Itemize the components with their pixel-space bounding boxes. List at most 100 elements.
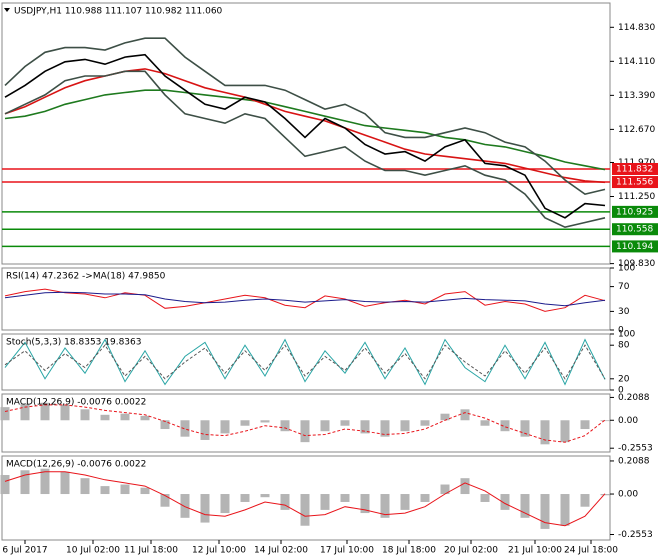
histogram-bar xyxy=(360,494,370,514)
panel-title: MACD(12,26,9) -0.0076 0.0022 xyxy=(6,460,146,470)
series-line xyxy=(4,404,606,443)
histogram-bar xyxy=(0,407,10,421)
histogram-bar xyxy=(400,420,410,432)
histogram-bar xyxy=(340,494,350,502)
histogram-bar xyxy=(580,420,590,430)
histogram-bar xyxy=(480,494,490,502)
histogram-bar xyxy=(200,420,210,440)
y-tick-label: 111.970 xyxy=(618,158,655,168)
histogram-bar xyxy=(500,420,510,432)
x-tick-label: 14 Jul 02:00 xyxy=(254,546,308,556)
y-tick-label: 20 xyxy=(618,374,630,384)
x-tick-label: 20 Jul 02:00 xyxy=(444,546,498,556)
y-tick-label: 70 xyxy=(618,282,630,292)
panel-frame xyxy=(1,393,611,453)
histogram-bar xyxy=(340,420,350,426)
histogram-bar xyxy=(20,403,30,421)
histogram-bar xyxy=(220,494,230,514)
y-tick-label: 111.250 xyxy=(618,192,655,202)
x-tick-label: 17 Jul 10:00 xyxy=(320,546,374,556)
level-label-box xyxy=(612,223,658,236)
x-tick-label: 18 Jul 18:00 xyxy=(382,546,436,556)
histogram-bar xyxy=(120,484,130,495)
level-label: 111.832 xyxy=(616,164,653,174)
histogram-bar xyxy=(100,486,110,495)
histogram-bar xyxy=(60,471,70,495)
level-label: 110.925 xyxy=(616,207,653,217)
level-label-box xyxy=(612,205,658,218)
histogram-bar xyxy=(380,494,390,518)
histogram-bar xyxy=(260,420,270,423)
histogram-bar xyxy=(60,404,70,421)
y-tick-label: 112.670 xyxy=(618,125,655,135)
level-label-box xyxy=(612,240,658,253)
histogram-bar xyxy=(320,420,330,432)
histogram-bar xyxy=(0,475,10,495)
histogram-bar xyxy=(40,402,50,421)
series-line xyxy=(4,338,606,386)
y-tick-label: 113.390 xyxy=(618,91,655,101)
level-label: 111.556 xyxy=(616,178,653,188)
histogram-bar xyxy=(280,420,290,432)
series-line xyxy=(4,70,606,229)
histogram-bar xyxy=(580,494,590,507)
histogram-bar xyxy=(460,409,470,421)
panel-frame xyxy=(1,455,611,541)
y-tick-label: 0 xyxy=(618,386,624,396)
histogram-bar xyxy=(420,420,430,426)
histogram-bar xyxy=(240,494,250,502)
histogram-bar xyxy=(360,420,370,434)
histogram-bar xyxy=(140,487,150,495)
symbol-arrow xyxy=(4,8,10,12)
series-line xyxy=(4,37,606,195)
y-tick-label: 0.00 xyxy=(618,490,638,500)
histogram-bar xyxy=(180,494,190,518)
y-tick-label: 0.2088 xyxy=(618,393,650,403)
histogram-bar xyxy=(200,494,210,523)
panel-frame xyxy=(1,2,611,265)
panel-title: Stoch(5,3,3) 18.8353 19.8363 xyxy=(6,338,141,348)
histogram-bar xyxy=(240,420,250,426)
histogram-bar xyxy=(100,414,110,421)
histogram-bar xyxy=(320,494,330,510)
histogram-bar xyxy=(540,420,550,445)
panel-frame xyxy=(1,267,611,331)
x-tick-label: 6 Jul 2017 xyxy=(2,546,47,556)
y-tick-label: 0.2088 xyxy=(618,456,650,466)
series-line xyxy=(4,291,606,307)
panel-title: RSI(14) 47.2362 ->MA(18) 47.9850 xyxy=(6,272,166,282)
histogram-bar xyxy=(560,494,570,526)
panel-frame xyxy=(1,333,611,391)
histogram-bar xyxy=(80,478,90,495)
histogram-bar xyxy=(280,494,290,510)
histogram-bar xyxy=(140,415,150,421)
y-tick-label: -0.2553 xyxy=(618,530,653,540)
y-tick-label: 80 xyxy=(618,341,630,351)
x-tick-label: 11 Jul 18:00 xyxy=(124,546,178,556)
histogram-bar xyxy=(160,420,170,430)
y-tick-label: 100 xyxy=(618,264,635,274)
series-line xyxy=(4,288,606,312)
x-tick-label: 12 Jul 10:00 xyxy=(192,546,246,556)
level-label: 110.194 xyxy=(616,242,653,252)
histogram-bar xyxy=(540,494,550,529)
histogram-bar xyxy=(400,494,410,510)
histogram-bar xyxy=(520,420,530,437)
y-tick-label: 0.00 xyxy=(618,416,638,426)
histogram-bar xyxy=(460,478,470,495)
histogram-bar xyxy=(440,413,450,421)
level-label-box xyxy=(612,162,658,175)
series-line xyxy=(4,53,606,219)
histogram-bar xyxy=(480,420,490,426)
series-line xyxy=(4,89,606,171)
histogram-bar xyxy=(180,420,190,437)
histogram-bar xyxy=(20,470,30,495)
histogram-bar xyxy=(380,420,390,437)
histogram-bar xyxy=(160,494,170,507)
series-line xyxy=(4,344,606,380)
panel-title: USDJPY,H1 110.988 111.107 110.982 111.06… xyxy=(14,7,223,17)
level-label-box xyxy=(612,176,658,189)
histogram-bar xyxy=(560,420,570,443)
x-tick-label: 21 Jul 10:00 xyxy=(508,546,562,556)
